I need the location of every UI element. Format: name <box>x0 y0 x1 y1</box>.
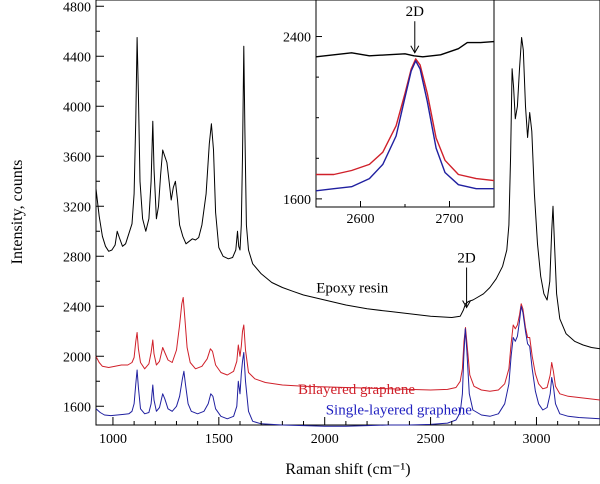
x-tick-label: 3000 <box>522 432 550 447</box>
y-tick-label: 1600 <box>63 400 91 415</box>
main-annotations: Epoxy resin 2D Bilayered graphene Single-la… <box>298 251 476 419</box>
main-axis-ticks: 1000 1500 2000 2500 3000 1600 2000 2400 2800 3200… <box>63 0 600 447</box>
annotation-single-layered-graphene: Single-layered graphene <box>326 402 473 418</box>
series-line-bilayered-graphene <box>95 297 600 401</box>
inset-axis-ticks: 2600 2700 1600 2400 <box>283 31 495 227</box>
y-tick-label: 2400 <box>63 300 91 315</box>
y-tick-label: 4400 <box>63 50 91 65</box>
series-line-single-layered-graphene <box>95 305 600 427</box>
inset-series-group <box>315 40 495 192</box>
inset-annotation-2d: 2D <box>406 4 425 20</box>
x-tick-label: 2500 <box>417 432 445 447</box>
main-series-group <box>95 37 600 427</box>
x-tick-label: 1000 <box>99 432 127 447</box>
y-tick-label: 3200 <box>63 200 91 215</box>
plot-frame <box>95 0 600 426</box>
annotation-bilayered-graphene: Bilayered graphene <box>298 382 415 398</box>
inset-series-line-bilayered-graphene <box>316 58 495 182</box>
inset-x-tick-label: 2700 <box>436 212 464 227</box>
inset-y-tick-label: 2400 <box>283 31 311 46</box>
inset-x-tick-label: 2600 <box>347 212 375 227</box>
annotation-2d: 2D <box>457 251 476 267</box>
x-tick-label: 2000 <box>311 432 339 447</box>
annotation-arrowhead <box>462 300 472 309</box>
inset-series-line-epoxy-resin <box>315 40 495 58</box>
annotation-epoxy-resin: Epoxy resin <box>316 281 389 297</box>
inset-annotations: 2D <box>406 4 425 54</box>
y-tick-label: 3600 <box>63 150 91 165</box>
inset-y-tick-label: 1600 <box>283 193 311 208</box>
y-axis-title: Intensity, counts <box>9 160 26 265</box>
inset-series-line-single-layered-graphene <box>315 60 494 192</box>
y-tick-label: 4000 <box>63 100 91 115</box>
x-axis-title: Raman shift (cm⁻¹) <box>285 461 410 478</box>
series-line-epoxy-resin <box>95 37 600 350</box>
inset-annotation-arrowhead <box>410 45 420 54</box>
y-tick-label: 4800 <box>63 0 91 15</box>
y-tick-label: 2800 <box>63 250 91 265</box>
y-tick-label: 2000 <box>63 350 91 365</box>
x-tick-label: 1500 <box>205 432 233 447</box>
